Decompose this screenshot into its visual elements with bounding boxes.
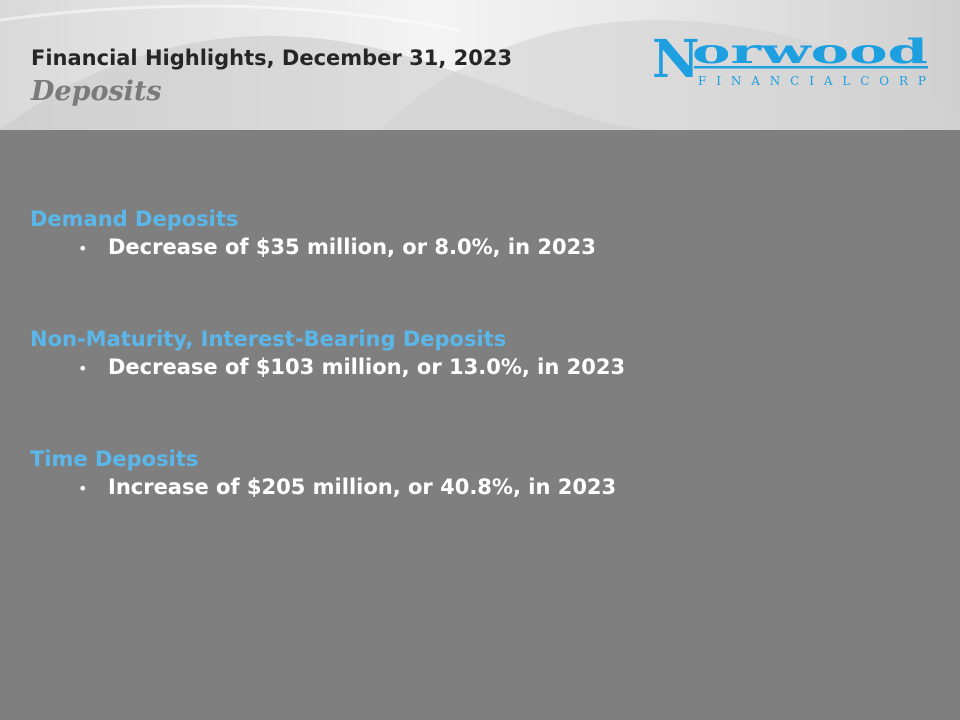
header-banner: Financial Highlights, December 31, 2023 … [0,0,960,130]
bullet-text: Decrease of $35 million, or 8.0%, in 202… [108,235,596,259]
section-heading: Demand Deposits [30,207,239,231]
logo-word: orwood [692,33,928,72]
bullet-item: • Decrease of $35 million, or 8.0%, in 2… [30,233,930,263]
logo-n-letter: N [652,33,700,90]
bullet-dot-icon: • [78,359,88,378]
header-swoosh-decoration [0,4,960,130]
bullet-item: • Increase of $205 million, or 40.8%, in… [30,473,930,503]
section-heading: Non-Maturity, Interest-Bearing Deposits [30,327,507,351]
slide-subtitle: Deposits [31,76,162,107]
content-area: Demand Deposits • Decrease of $35 millio… [30,205,930,565]
section-heading: Time Deposits [30,447,199,471]
norwood-logo: N orwood F I N A N C I A L C O R P [652,33,928,90]
section-non-maturity-deposits: Non-Maturity, Interest-Bearing Deposits … [30,325,930,383]
bullet-text: Decrease of $103 million, or 13.0%, in 2… [108,355,626,379]
section-time-deposits: Time Deposits • Increase of $205 million… [30,445,930,503]
slide-title: Financial Highlights, December 31, 2023 [31,46,513,70]
bullet-item: • Decrease of $103 million, or 13.0%, in… [30,353,930,383]
bullet-dot-icon: • [78,239,88,258]
bullet-text: Increase of $205 million, or 40.8%, in 2… [108,475,617,499]
logo-tagline: F I N A N C I A L C O R P [698,74,926,88]
section-demand-deposits: Demand Deposits • Decrease of $35 millio… [30,205,930,263]
bullet-dot-icon: • [78,479,88,498]
